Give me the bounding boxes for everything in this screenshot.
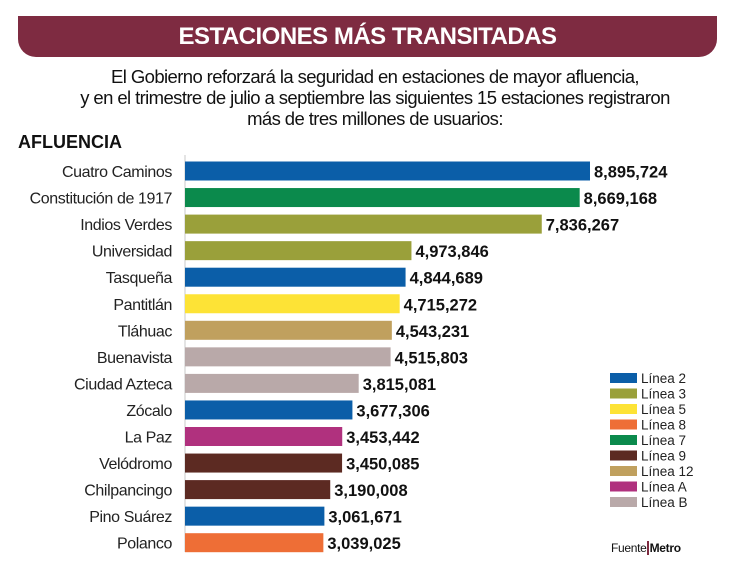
- category-label: Cuatro Caminos: [62, 164, 172, 181]
- bar: [185, 347, 391, 367]
- data-label: 3,039,025: [327, 535, 400, 553]
- legend-label: Línea B: [641, 495, 688, 510]
- legend-label: Línea A: [641, 480, 687, 495]
- category-label: Tláhuac: [118, 323, 173, 340]
- category-label: La Paz: [125, 430, 173, 447]
- legend-swatch: [610, 373, 637, 383]
- data-label: 4,844,689: [410, 270, 483, 288]
- legend-swatch: [610, 466, 637, 476]
- data-label: 3,061,671: [328, 509, 401, 527]
- category-label: Pantitlán: [113, 297, 172, 314]
- bar: [185, 241, 412, 261]
- category-label: Universidad: [92, 244, 172, 261]
- legend-swatch: [610, 450, 637, 461]
- bar: [185, 188, 580, 208]
- category-label: Constitución de 1917: [30, 191, 173, 208]
- bar: [185, 294, 400, 314]
- data-label: 4,973,846: [415, 243, 488, 261]
- data-label: 3,450,085: [346, 456, 419, 474]
- category-label: Velódromo: [99, 456, 172, 473]
- bar: [185, 480, 331, 500]
- legend-label: Línea 12: [641, 464, 694, 479]
- data-label: 3,677,306: [356, 402, 429, 420]
- subtitle-line: más de tres millones de usuarios:: [247, 108, 503, 129]
- legend-label: Línea 3: [641, 387, 686, 402]
- category-label: Zócalo: [126, 403, 172, 420]
- bar: [185, 373, 359, 393]
- data-label: 3,815,081: [363, 376, 436, 394]
- data-label: 3,190,008: [334, 482, 407, 500]
- bar: [185, 161, 590, 181]
- bar: [185, 427, 343, 446]
- data-label: 7,836,267: [546, 217, 619, 235]
- source-name: Metro: [646, 541, 681, 555]
- category-label: Chilpancingo: [84, 483, 172, 500]
- legend-swatch: [610, 388, 637, 399]
- category-label: Tasqueña: [106, 270, 173, 287]
- legend-label: Línea 8: [641, 418, 686, 433]
- legend-label: Línea 2: [641, 371, 686, 386]
- subtitle-line: y en el trimestre de julio a septiembre …: [80, 87, 670, 108]
- data-label: 4,715,272: [404, 296, 477, 314]
- legend-swatch: [610, 435, 637, 445]
- bar: [185, 506, 325, 526]
- category-label: Polanco: [117, 536, 173, 553]
- category-label: Pino Suárez: [89, 509, 172, 526]
- bar: [185, 214, 542, 234]
- source-label: Fuente: [611, 541, 647, 555]
- legend-swatch: [610, 497, 637, 507]
- bar: [185, 400, 353, 420]
- legend-swatch: [610, 419, 637, 430]
- data-label: 8,669,168: [584, 190, 657, 208]
- data-label: 4,515,803: [395, 349, 468, 367]
- data-label: 3,453,442: [346, 429, 419, 447]
- axis-label: AFLUENCIA: [18, 132, 122, 152]
- category-label: Indios Verdes: [80, 217, 172, 234]
- bar: [185, 453, 343, 473]
- subtitle-line: El Gobierno reforzará la seguridad en es…: [111, 66, 639, 87]
- bar: [185, 320, 392, 340]
- source-note: Fuente Metro: [611, 541, 681, 555]
- legend-label: Línea 9: [641, 449, 686, 464]
- legend-swatch: [610, 481, 637, 492]
- subtitle: El Gobierno reforzará la seguridad en es…: [40, 66, 710, 129]
- category-label: Ciudad Azteca: [74, 376, 172, 393]
- data-label: 8,895,724: [594, 164, 668, 182]
- bar: [185, 267, 406, 287]
- legend-label: Línea 5: [641, 402, 686, 417]
- legend-swatch: [610, 404, 637, 414]
- bar: [185, 533, 324, 553]
- data-label: 4,543,231: [396, 323, 469, 341]
- chart-title: ESTACIONES MÁS TRANSITADAS: [178, 23, 557, 50]
- category-label: Buenavista: [97, 350, 173, 367]
- legend-label: Línea 7: [641, 433, 686, 448]
- title-banner: ESTACIONES MÁS TRANSITADAS: [18, 16, 717, 57]
